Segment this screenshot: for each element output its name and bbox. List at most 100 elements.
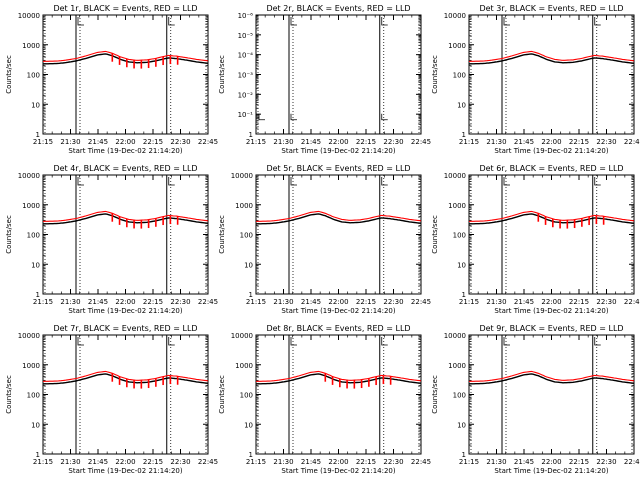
x-tick-label: 21:15 [246,138,266,146]
x-tick-label: 21:45 [514,298,534,306]
x-tick-label: 22:45 [411,298,431,306]
x-tick-label: 22:30 [596,298,616,306]
empty-marker [381,113,388,121]
time-marker-bracket [168,337,175,346]
x-tick-label: 22:45 [624,298,640,306]
panel-det-4r: Det 4r, BLACK = Events, RED = LLD 1 10 100 1… [5,164,218,315]
x-axis-label: Start Time (19-Dec-02 21:14:20) [68,147,182,155]
series-lld-line [468,370,635,382]
y-axis-label: Counts/sec [218,55,226,94]
x-tick-label: 21:45 [514,138,534,146]
x-tick-label: 22:45 [624,138,640,146]
y-tick-label: 100 [453,232,466,240]
panel-title: Det 4r, BLACK = Events, RED = LLD [53,164,197,173]
series-events-line [42,53,209,65]
x-tick-label: 22:00 [115,138,135,146]
y-tick-label: 10000 [231,332,253,340]
series-lld-line [468,50,635,62]
y-tick-label: 10000 [18,332,40,340]
y-tick-label: 1 [462,451,466,459]
y-axis-label: Counts/sec [431,55,439,94]
series-events-line [255,213,422,225]
y-tick-label: 10 [457,421,466,429]
x-axis-label: Start Time (19-Dec-02 21:14:20) [281,307,395,315]
time-marker-bracket [168,177,175,186]
empty-marker [290,113,297,121]
y-axis-label: Counts/sec [218,375,226,414]
time-marker-bracket [503,337,510,346]
x-tick-label: 22:00 [115,298,135,306]
x-tick-label: 22:15 [356,298,376,306]
x-tick-label: 22:00 [541,138,561,146]
y-tick-label: 10 [31,421,40,429]
time-marker-bracket [290,337,297,346]
y-tick-label: 1000 [235,202,253,210]
x-tick-label: 22:15 [356,458,376,466]
panel-det-6r: Det 6r, BLACK = Events, RED = LLD 1 10 100 1… [431,164,640,315]
time-marker-bracket [381,337,388,346]
time-marker-bracket [290,177,297,186]
x-tick-label: 21:15 [459,458,479,466]
panel-det-2r: Det 2r, BLACK = Events, RED = LLD 1 10⁻¹ 10… [218,4,431,155]
x-tick-label: 22:15 [143,138,163,146]
x-axis-label: Start Time (19-Dec-02 21:14:20) [281,467,395,475]
plot-frame [468,14,635,135]
y-tick-label: 1000 [448,362,466,370]
y-tick-label: 100 [240,392,253,400]
y-tick-label: 10⁻⁵ [238,32,254,40]
time-marker-bracket [77,337,84,346]
y-tick-label: 1 [462,291,466,299]
time-marker-bracket [594,337,601,346]
x-tick-label: 22:00 [115,458,135,466]
y-tick-label: 1000 [235,362,253,370]
x-tick-label: 21:30 [486,138,506,146]
series-events-line [468,53,635,65]
y-tick-label: 10000 [18,172,40,180]
time-marker-bracket [381,177,388,186]
y-tick-label: 100 [27,232,40,240]
time-marker-bracket [77,17,84,26]
y-tick-label: 10 [31,261,40,269]
y-axis-label: Counts/sec [5,375,13,414]
y-tick-label: 100 [453,392,466,400]
x-axis-label: Start Time (19-Dec-02 21:14:20) [68,467,182,475]
panel-title: Det 8r, BLACK = Events, RED = LLD [266,324,410,333]
x-tick-label: 22:15 [143,458,163,466]
plot-frame [468,334,635,455]
time-marker-bracket [168,17,175,26]
panel-det-5r: Det 5r, BLACK = Events, RED = LLD 1 10 100 1… [218,164,431,315]
time-marker-bracket [381,17,388,26]
x-tick-label: 21:15 [459,138,479,146]
y-axis-label: Counts/sec [5,55,13,94]
y-axis-label: Counts/sec [5,215,13,254]
x-tick-label: 22:00 [541,298,561,306]
y-axis-label: Counts/sec [218,215,226,254]
y-tick-label: 1 [36,291,40,299]
y-tick-label: 100 [27,392,40,400]
plot-frame [42,174,209,295]
x-axis-label: Start Time (19-Dec-02 21:14:20) [494,467,608,475]
panel-title: Det 1r, BLACK = Events, RED = LLD [53,4,197,13]
panel-title: Det 2r, BLACK = Events, RED = LLD [266,4,410,13]
x-tick-label: 21:30 [60,138,80,146]
x-tick-label: 22:30 [383,298,403,306]
plot-frame [255,334,422,455]
y-tick-label: 1000 [22,42,40,50]
y-tick-label: 100 [453,72,466,80]
y-tick-label: 1 [249,131,253,139]
y-tick-label: 10000 [18,12,40,20]
y-tick-label: 10⁻⁴ [238,52,254,60]
series-events-line [468,373,635,385]
series-events-line [42,213,209,225]
panel-det-1r: Det 1r, BLACK = Events, RED = LLD 1 10 100 1… [5,4,218,155]
y-tick-label: 10000 [444,332,466,340]
x-tick-label: 22:30 [383,458,403,466]
empty-marker [258,113,265,121]
y-axis-label: Counts/sec [431,375,439,414]
x-axis-label: Start Time (19-Dec-02 21:14:20) [68,307,182,315]
y-tick-label: 10000 [444,172,466,180]
x-tick-label: 21:30 [60,458,80,466]
x-tick-label: 22:45 [198,298,218,306]
